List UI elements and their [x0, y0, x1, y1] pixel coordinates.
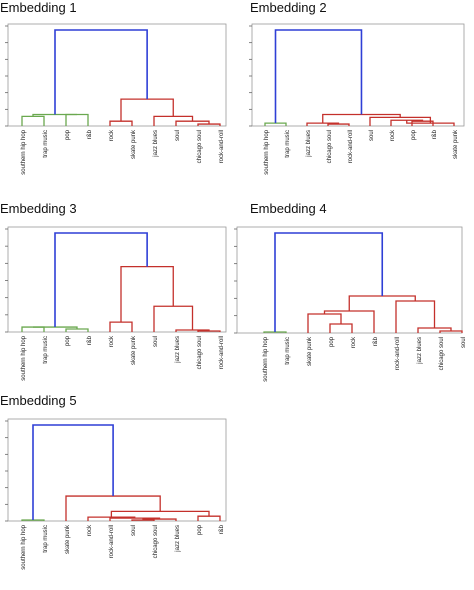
- dendrogram-chart: southern hip hop trap music pop r&b rock skat…: [5, 226, 227, 381]
- dendrogram-link: [322, 113, 401, 124]
- leaf-label: pop: [197, 524, 203, 535]
- dendrogram-link: [120, 266, 174, 323]
- leaf-label: chicago soul: [197, 130, 203, 163]
- plot-frame: [236, 226, 463, 334]
- leaf-label: r&b: [87, 129, 93, 139]
- plot-frame: [7, 226, 227, 333]
- leaf-label: r&b: [87, 335, 93, 345]
- leaf-label: soul: [369, 130, 375, 141]
- leaf-label: chicago soul: [153, 525, 159, 558]
- leaf-label: southern hip hop: [21, 129, 27, 174]
- plot-frame: [7, 418, 227, 522]
- leaf-label: jazz blues: [306, 130, 312, 158]
- leaf-label: rock-and-roll: [348, 130, 354, 163]
- leaf-label: rock: [109, 335, 115, 347]
- leaf-label: skate punk: [131, 335, 137, 365]
- dendrogram-link: [197, 330, 221, 332]
- leaf-label: soul: [175, 130, 181, 141]
- leaf-label: soul: [461, 337, 467, 348]
- leaf-label: skate punk: [131, 129, 137, 159]
- leaf-label: rock: [351, 336, 357, 348]
- leaf-label: jazz blues: [153, 130, 159, 158]
- chart-title: Embedding 2: [250, 0, 327, 15]
- leaf-label: pop: [65, 129, 71, 140]
- dendrogram-link: [21, 115, 45, 126]
- panel-embedding-3: Embedding 3 southern hip hop trap music po…: [0, 201, 234, 395]
- leaf-label: trap music: [43, 336, 49, 364]
- dendrogram-chart: southern hip hop trap music pop r&b rock skat…: [5, 23, 227, 175]
- chart-title: Embedding 5: [0, 393, 77, 408]
- leaf-label: rock-and-roll: [219, 336, 225, 369]
- leaf-label: pop: [329, 336, 335, 347]
- dendrogram-link: [32, 113, 77, 117]
- leaf-label: rock-and-roll: [109, 525, 115, 558]
- dendrogram-chart: southern hip hop trap music skate punk rock…: [5, 418, 227, 570]
- leaf-label: southern hip hop: [263, 336, 269, 381]
- leaf-label: trap music: [43, 130, 49, 158]
- dendrogram-link: [54, 232, 148, 328]
- leaf-label: southern hip hop: [21, 524, 27, 569]
- dendrogram-link: [329, 323, 353, 333]
- leaf-label: jazz blues: [175, 336, 181, 364]
- leaf-label: southern hip hop: [21, 335, 27, 380]
- leaf-label: chicago soul: [327, 130, 333, 163]
- panel-embedding-5: Embedding 5 southern hip hop trap music sk…: [0, 393, 234, 589]
- leaf-label: rock-and-roll: [395, 337, 401, 370]
- dendrogram-link: [65, 113, 89, 126]
- leaf-label: skate punk: [453, 129, 459, 159]
- dendrogram-link: [65, 495, 161, 521]
- leaf-label: jazz blues: [417, 337, 423, 365]
- leaf-label: r&b: [432, 129, 438, 139]
- dendrogram-link: [348, 295, 416, 311]
- dendrogram-link: [264, 122, 287, 126]
- leaf-label: chicago soul: [439, 337, 445, 370]
- dendrogram-link: [153, 305, 194, 332]
- leaf-label: rock: [87, 524, 93, 536]
- chart-title: Embedding 4: [250, 201, 327, 216]
- leaf-label: rock: [390, 129, 396, 141]
- leaf-label: skate punk: [307, 336, 313, 366]
- leaf-label: trap music: [285, 130, 291, 158]
- dendrogram-link: [33, 326, 78, 330]
- leaf-label: soul: [131, 525, 137, 536]
- dendrogram-link: [54, 29, 148, 115]
- dendrogram-link: [87, 516, 136, 521]
- leaf-label: r&b: [373, 336, 379, 346]
- panel-embedding-2: Embedding 2 southern hip hop trap music ja…: [244, 0, 470, 200]
- leaf-label: trap music: [43, 525, 49, 553]
- dendrogram-link: [120, 98, 174, 122]
- leaf-label: chicago soul: [197, 336, 203, 369]
- dendrogram-link: [110, 510, 210, 518]
- dendrogram-link: [21, 326, 45, 332]
- panel-embedding-4: Embedding 4 southern hip hop trap music sk…: [232, 201, 472, 395]
- dendrogram-link: [109, 321, 133, 332]
- dendrogram-link: [32, 424, 114, 521]
- chart-title: Embedding 3: [0, 201, 77, 216]
- leaf-label: rock: [109, 129, 115, 141]
- dendrogram-link: [197, 515, 221, 521]
- leaf-label: rock-and-roll: [219, 130, 225, 163]
- leaf-label: skate punk: [65, 524, 71, 554]
- plot-frame: [251, 23, 465, 127]
- leaf-label: jazz blues: [175, 525, 181, 553]
- dendrogram-link: [142, 518, 177, 521]
- plot-frame: [7, 23, 227, 127]
- leaf-label: soul: [153, 336, 159, 347]
- chart-title: Embedding 1: [0, 0, 77, 15]
- leaf-label: r&b: [219, 524, 225, 534]
- leaf-label: pop: [411, 129, 417, 140]
- panel-embedding-1: Embedding 1 southern hip hop trap music po…: [0, 0, 234, 200]
- leaf-label: pop: [65, 335, 71, 346]
- dendrogram-link: [274, 29, 363, 124]
- dendrogram-link: [274, 232, 384, 332]
- dendrogram-link: [109, 120, 133, 126]
- leaf-label: southern hip hop: [264, 129, 270, 174]
- dendrogram-chart: southern hip hop trap music skate punk pop r…: [234, 226, 467, 382]
- dendrogram-link: [65, 328, 89, 332]
- dendrogram-chart: southern hip hop trap music jazz blues chic…: [249, 23, 465, 175]
- leaf-label: trap music: [285, 337, 291, 365]
